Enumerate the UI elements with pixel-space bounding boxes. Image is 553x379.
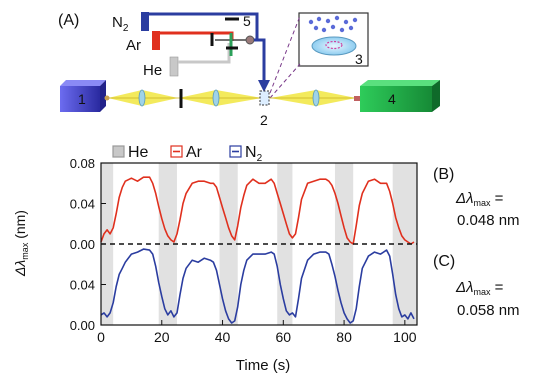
lenses (138, 89, 320, 107)
panel-b-value: 0.048 nm (457, 212, 520, 229)
y-axis-label: Δλmax (nm) (12, 210, 30, 277)
panel-c-value: 0.058 nm (457, 302, 520, 319)
detector-number: 4 (388, 91, 396, 107)
source-number: 1 (78, 91, 86, 107)
upper-y-ticks: 0.00 0.04 0.08 (70, 156, 106, 252)
upper-y-tick-label-1: 0.04 (70, 197, 95, 212)
panel-b-label: (B) (433, 166, 454, 183)
series-line-lower (100, 248, 415, 324)
setup-diagram: (A) N2 Ar He 5 3 (58, 12, 440, 128)
valve-number: 5 (243, 13, 251, 29)
x-tick-label-2: 40 (215, 329, 231, 345)
panel-b-annotation: (B) Δλmax = 0.048 nm (433, 166, 520, 229)
inset-number: 3 (355, 51, 363, 67)
panel-c-delta: Δλmax = (455, 279, 504, 297)
lower-y-tick-label-1: 0.04 (70, 278, 95, 293)
sensor-ring (325, 40, 343, 50)
panel-c-annotation: (C) Δλmax = 0.058 nm (433, 253, 520, 319)
legend-label-2: N2 (245, 144, 263, 164)
legend-swatch-0 (112, 145, 125, 158)
x-tick-label-1: 20 (154, 329, 170, 345)
detector: 4 (354, 80, 440, 112)
panel-a-label: (A) (58, 12, 79, 29)
sensor-disk (311, 36, 357, 56)
x-tick-label-4: 80 (336, 329, 352, 345)
x-tick-label-5: 100 (393, 329, 417, 345)
x-tick-label-3: 60 (276, 329, 292, 345)
he-label: He (143, 62, 162, 79)
panel-c-label: (C) (433, 253, 455, 270)
x-axis-label: Time (s) (236, 357, 290, 374)
x-ticks: 0 20 40 60 80 100 (97, 320, 417, 345)
valve-5 (245, 35, 255, 45)
series-lines (100, 176, 415, 324)
n2-label: N2 (112, 14, 129, 34)
legend: He Ar N2 (112, 144, 263, 164)
n2-line (149, 12, 259, 39)
series-line-upper (100, 176, 415, 245)
lower-y-ticks: 0.00 0.04 (70, 278, 106, 333)
legend-label-0: He (128, 144, 149, 161)
ar-cylinder (152, 31, 160, 50)
inset-lead-bottom (269, 63, 301, 99)
optical-beam (108, 90, 356, 106)
lower-y-tick-label-0: 0.00 (70, 318, 95, 333)
x-tick-label-0: 0 (97, 329, 105, 345)
ar-label: Ar (126, 37, 141, 54)
upper-y-tick-label-0: 0.00 (70, 237, 95, 252)
feed-arrow (258, 80, 270, 92)
feed-line (254, 38, 266, 82)
panel-b-delta: Δλmax = (455, 190, 504, 208)
upper-y-tick-label-2: 0.08 (70, 156, 95, 171)
legend-label-1: Ar (186, 144, 203, 161)
cell-number: 2 (260, 112, 268, 128)
light-source: 1 (60, 80, 110, 112)
he-line (178, 43, 231, 64)
he-cylinder (169, 56, 179, 77)
sample-cell (259, 90, 270, 106)
n2-cylinder (141, 12, 149, 31)
chart: 0.00 0.04 0.08 0.00 0.04 0 20 40 60 80 100 Time … (12, 156, 418, 374)
gas-molecules (308, 15, 358, 33)
